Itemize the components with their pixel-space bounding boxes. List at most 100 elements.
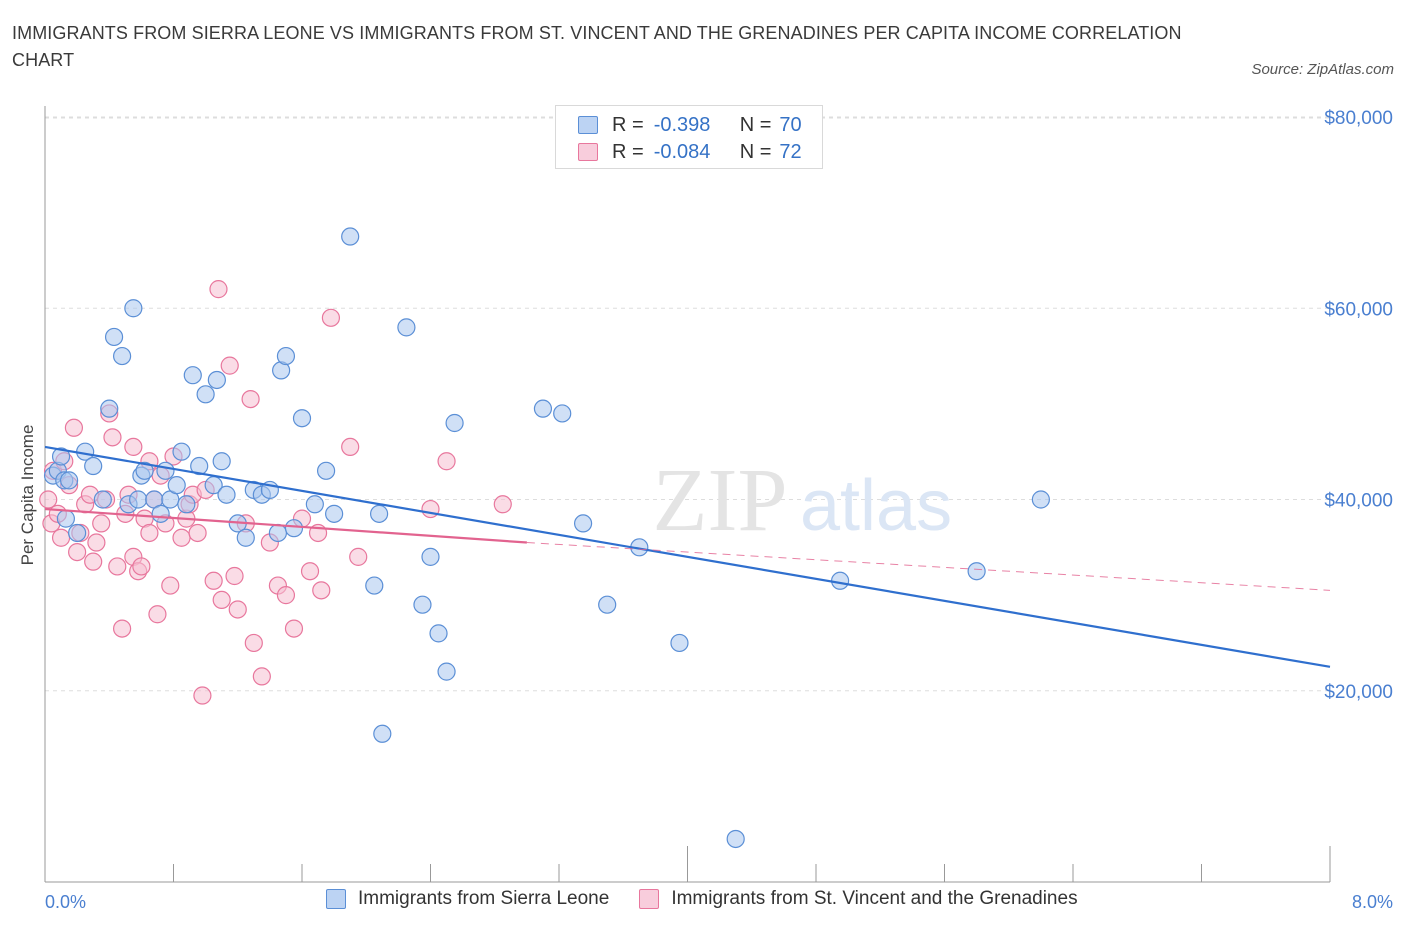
legend-swatch-pink bbox=[639, 889, 660, 909]
point-sierra-leone bbox=[59, 471, 79, 490]
point-sierra-leone bbox=[196, 385, 215, 404]
point-sierra-leone bbox=[212, 452, 231, 471]
point-sierra-leone bbox=[104, 327, 124, 347]
point-st-vincent bbox=[87, 533, 106, 552]
point-sierra-leone bbox=[100, 399, 119, 418]
point-sierra-leone bbox=[1031, 490, 1050, 509]
point-sierra-leone bbox=[305, 495, 324, 514]
point-sierra-leone bbox=[190, 456, 209, 476]
watermark: ZIP bbox=[653, 451, 788, 550]
trend-line-sierra-leone bbox=[44, 445, 1331, 668]
point-sierra-leone bbox=[421, 547, 440, 566]
source-label: Source: ZipAtlas.com bbox=[1251, 61, 1394, 78]
legend-label: Immigrants from St. Vincent and the Gren… bbox=[671, 888, 1078, 909]
point-st-vincent bbox=[64, 418, 84, 437]
legend-swatch-pink bbox=[578, 143, 598, 161]
point-sierra-leone bbox=[217, 485, 236, 504]
point-st-vincent bbox=[108, 557, 127, 576]
point-st-vincent bbox=[39, 490, 58, 509]
point-st-vincent bbox=[204, 571, 223, 590]
point-st-vincent bbox=[188, 523, 207, 543]
point-sierra-leone bbox=[129, 490, 148, 509]
point-st-vincent bbox=[124, 437, 143, 457]
y-tick-label: $20,000 bbox=[1324, 682, 1393, 703]
point-sierra-leone bbox=[284, 519, 304, 538]
legend-r-label: R = bbox=[612, 113, 644, 136]
point-sierra-leone bbox=[830, 571, 850, 590]
x-tick-label: 8.0% bbox=[1352, 892, 1393, 912]
point-sierra-leone bbox=[93, 490, 112, 509]
point-sierra-leone bbox=[156, 461, 175, 480]
point-st-vincent bbox=[140, 523, 159, 543]
point-sierra-leone bbox=[553, 404, 572, 423]
point-sierra-leone bbox=[135, 461, 154, 480]
legend-n-label: N = bbox=[739, 140, 772, 163]
y-axis-label: Per Capita Income bbox=[18, 425, 37, 566]
point-sierra-leone bbox=[151, 504, 170, 523]
point-st-vincent bbox=[209, 280, 228, 299]
point-sierra-leone bbox=[84, 456, 103, 476]
watermark-atlas: atlas bbox=[800, 466, 952, 546]
point-st-vincent bbox=[300, 562, 320, 581]
legend-n-value: 70 bbox=[779, 113, 802, 136]
point-sierra-leone bbox=[341, 227, 360, 246]
point-sierra-leone bbox=[373, 724, 392, 743]
point-sierra-leone bbox=[726, 829, 745, 849]
point-st-vincent bbox=[51, 528, 71, 547]
point-st-vincent bbox=[284, 619, 304, 638]
legend-swatch-blue bbox=[326, 889, 346, 909]
point-sierra-leone bbox=[429, 624, 448, 643]
point-st-vincent bbox=[244, 633, 263, 653]
trend-lines bbox=[44, 445, 1331, 668]
legend-row-sierra-leone: R = -0.398 N = 70 bbox=[578, 114, 802, 136]
point-st-vincent bbox=[228, 600, 247, 619]
point-sierra-leone bbox=[670, 633, 689, 653]
point-sierra-leone bbox=[325, 504, 344, 523]
point-sierra-leone bbox=[276, 346, 296, 366]
trend-line-st-vincent bbox=[44, 507, 527, 544]
legend-n-label: N = bbox=[739, 113, 772, 136]
legend-swatch-blue bbox=[578, 116, 598, 134]
point-st-vincent bbox=[252, 667, 271, 686]
point-sierra-leone bbox=[365, 576, 384, 595]
point-st-vincent bbox=[92, 514, 111, 533]
point-sierra-leone bbox=[598, 595, 617, 614]
chart-title: IMMIGRANTS FROM SIERRA LEONE VS IMMIGRAN… bbox=[12, 23, 1182, 70]
point-sierra-leone bbox=[370, 504, 389, 523]
point-st-vincent bbox=[220, 356, 239, 375]
tick-labels: $20,000 $40,000 $60,000 $80,000 0.0% 8.0% bbox=[45, 108, 1393, 912]
point-sierra-leone bbox=[167, 476, 186, 495]
y-tick-label: $80,000 bbox=[1324, 108, 1393, 129]
point-sierra-leone bbox=[236, 528, 255, 547]
y-tick-label: $60,000 bbox=[1324, 299, 1393, 320]
point-st-vincent bbox=[312, 581, 331, 600]
point-sierra-leone bbox=[56, 509, 75, 528]
point-st-vincent bbox=[68, 542, 87, 562]
point-sierra-leone bbox=[316, 461, 336, 480]
point-st-vincent bbox=[161, 576, 180, 595]
point-st-vincent bbox=[103, 428, 122, 447]
point-st-vincent bbox=[84, 552, 103, 571]
point-sierra-leone bbox=[177, 495, 196, 514]
point-st-vincent bbox=[321, 308, 341, 327]
point-st-vincent bbox=[437, 452, 456, 471]
point-sierra-leone bbox=[397, 318, 416, 337]
point-sierra-leone bbox=[437, 662, 456, 681]
legend-label: Immigrants from Sierra Leone bbox=[358, 888, 610, 909]
point-st-vincent bbox=[132, 557, 151, 576]
point-st-vincent bbox=[225, 566, 244, 586]
point-sierra-leone bbox=[533, 399, 553, 418]
point-sierra-leone bbox=[112, 346, 132, 366]
point-st-vincent bbox=[148, 605, 167, 624]
legend-n-value: 72 bbox=[779, 140, 802, 163]
point-st-vincent bbox=[493, 495, 512, 514]
point-st-vincent bbox=[112, 619, 132, 638]
point-sierra-leone bbox=[967, 562, 986, 581]
point-st-vincent bbox=[241, 389, 260, 409]
point-sierra-leone bbox=[445, 413, 464, 433]
point-sierra-leone bbox=[183, 366, 202, 385]
legend-item-sierra-leone: Immigrants from Sierra Leone bbox=[326, 888, 609, 910]
point-st-vincent bbox=[349, 547, 368, 566]
point-st-vincent bbox=[276, 586, 296, 605]
